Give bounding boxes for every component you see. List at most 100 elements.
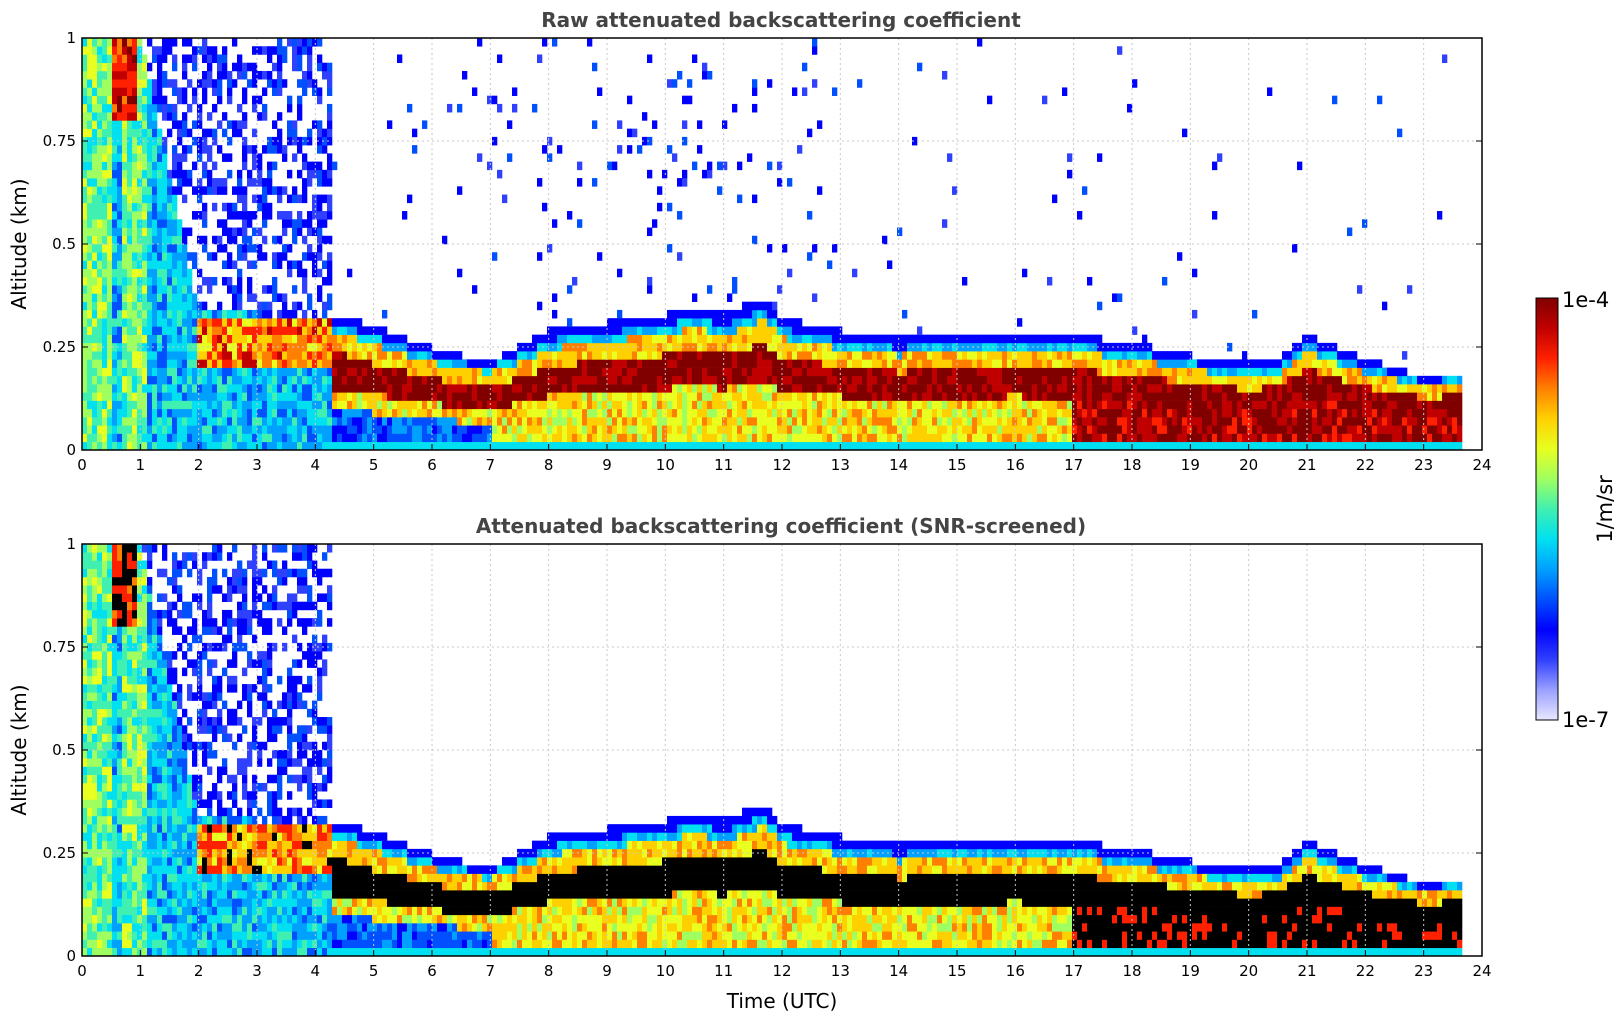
heatmap-cell <box>577 433 583 443</box>
heatmap-cell <box>202 301 208 311</box>
heatmap-cell <box>922 334 928 344</box>
heatmap-cell <box>192 95 198 105</box>
heatmap-cell <box>437 375 443 385</box>
heatmap-cell <box>142 186 148 195</box>
heatmap-cell <box>167 186 173 195</box>
heatmap-cell <box>842 367 848 377</box>
heatmap-cell <box>162 342 168 352</box>
heatmap-cell <box>702 70 708 80</box>
heatmap-cell <box>1022 433 1028 443</box>
heatmap-cell <box>172 301 178 311</box>
heatmap-cell <box>727 392 733 401</box>
heatmap-cell <box>237 178 243 187</box>
heatmap-cell <box>1067 400 1073 410</box>
heatmap-cell <box>322 211 328 220</box>
heatmap-cell <box>702 425 708 434</box>
heatmap-cell <box>132 260 138 270</box>
heatmap-cell <box>917 417 923 426</box>
heatmap-cell <box>1287 408 1293 418</box>
heatmap-cell <box>132 252 138 261</box>
heatmap-cell <box>727 367 733 377</box>
heatmap-cell <box>372 392 378 401</box>
heatmap-cell <box>277 359 283 368</box>
heatmap-cell <box>847 375 853 385</box>
heatmap-cell <box>592 425 598 434</box>
heatmap-cell <box>352 400 358 410</box>
heatmap-cell <box>932 384 938 393</box>
heatmap-cell <box>842 351 848 360</box>
heatmap-cell <box>412 441 418 451</box>
heatmap-cell <box>337 441 343 451</box>
heatmap-cell <box>942 433 948 443</box>
heatmap-cell <box>817 425 823 434</box>
heatmap-cell <box>137 186 143 195</box>
heatmap-cell <box>157 161 163 171</box>
heatmap-cell <box>697 145 703 154</box>
heatmap-cell <box>1087 351 1093 360</box>
heatmap-cell <box>947 433 953 443</box>
heatmap-cell <box>262 145 268 154</box>
heatmap-cell <box>902 342 908 352</box>
heatmap-cell <box>242 408 248 418</box>
heatmap-cell <box>927 334 933 344</box>
heatmap-cell <box>622 425 628 434</box>
heatmap-cell <box>1027 433 1033 443</box>
heatmap-cell <box>827 375 833 385</box>
heatmap-cell <box>1122 367 1128 377</box>
heatmap-cell <box>1027 367 1033 377</box>
heatmap-cell <box>417 433 423 443</box>
heatmap-cell <box>482 359 488 368</box>
heatmap-cell <box>837 342 843 352</box>
heatmap-cell <box>272 46 278 55</box>
heatmap-cell <box>202 425 208 434</box>
heatmap-cell <box>352 441 358 451</box>
heatmap-cell <box>472 87 478 96</box>
heatmap-cell <box>257 46 263 55</box>
heatmap-cell <box>312 408 318 418</box>
heatmap-cell <box>1282 375 1288 385</box>
heatmap-cell <box>832 87 838 96</box>
heatmap-cell <box>127 433 133 443</box>
heatmap-cell <box>667 79 673 88</box>
heatmap-cell <box>132 120 138 129</box>
heatmap-cell <box>132 326 138 335</box>
heatmap-cell <box>82 70 88 80</box>
heatmap-cell <box>647 367 653 377</box>
heatmap-cell <box>582 433 588 443</box>
heatmap-cell <box>647 136 653 146</box>
heatmap-cell <box>1072 425 1078 434</box>
heatmap-cell <box>1332 433 1338 443</box>
heatmap-cell <box>1172 441 1178 451</box>
heatmap-cell <box>187 375 193 385</box>
heatmap-cell <box>1032 351 1038 360</box>
heatmap-cell <box>852 375 858 385</box>
heatmap-cell <box>202 392 208 401</box>
heatmap-cell <box>457 433 463 443</box>
heatmap-cell <box>572 359 578 368</box>
heatmap-cell <box>652 367 658 377</box>
heatmap-cell <box>1072 384 1078 393</box>
heatmap-cell <box>182 169 188 179</box>
heatmap-cell <box>787 417 793 426</box>
heatmap-cell <box>217 62 223 72</box>
heatmap-cell <box>302 367 308 377</box>
heatmap-cell <box>177 252 183 261</box>
heatmap-cell <box>992 367 998 377</box>
heatmap-cell <box>802 441 808 451</box>
heatmap-cell <box>147 79 153 88</box>
heatmap-cell <box>882 400 888 410</box>
heatmap-cell <box>657 392 663 401</box>
heatmap-cell <box>412 425 418 434</box>
heatmap-cell <box>1252 417 1258 426</box>
heatmap-cell <box>227 384 233 393</box>
heatmap-cell <box>252 425 258 434</box>
heatmap-cell <box>277 408 283 418</box>
heatmap-cell <box>1292 433 1298 443</box>
heatmap-cell <box>477 153 483 162</box>
heatmap-cell <box>312 425 318 434</box>
heatmap-cell <box>1297 425 1303 434</box>
heatmap-cell <box>957 351 963 360</box>
heatmap-cell <box>1322 441 1328 451</box>
heatmap-cell <box>277 128 283 138</box>
heatmap-cell <box>597 334 603 344</box>
